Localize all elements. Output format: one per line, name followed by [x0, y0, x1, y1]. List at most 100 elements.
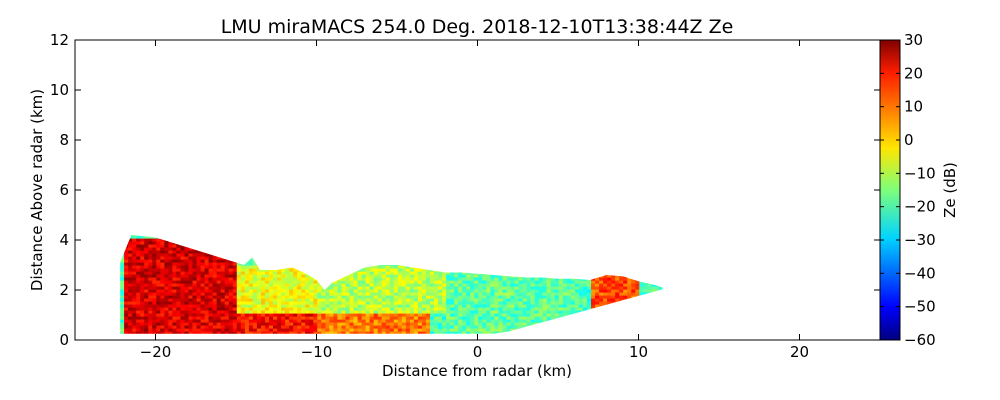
echo-cell [297, 295, 302, 299]
echo-cell [623, 292, 628, 296]
echo-cell [405, 313, 411, 317]
echo-cell [160, 319, 165, 323]
echo-cell [426, 313, 431, 317]
echo-cell [353, 316, 359, 320]
echo-cell [256, 271, 262, 275]
echo-cell [341, 304, 347, 308]
echo-cell [273, 325, 278, 329]
echo-cell [570, 283, 576, 287]
echo-cell [522, 325, 528, 329]
echo-cell [430, 280, 435, 284]
echo-cell [285, 307, 290, 311]
echo-cell [405, 322, 411, 326]
echo-cell [522, 301, 528, 305]
echo-cell [240, 274, 246, 278]
echo-cell [405, 274, 411, 278]
echo-cell [417, 304, 423, 308]
echo-cell [160, 289, 165, 293]
echo-cell [534, 301, 540, 305]
echo-cell [313, 319, 318, 323]
echo-cell [554, 295, 560, 299]
echo-cell [220, 265, 226, 269]
echo-cell [599, 292, 604, 296]
echo-cell [148, 244, 153, 248]
echo-cell [248, 295, 254, 299]
echo-cell [430, 313, 435, 317]
echo-cell [353, 325, 359, 329]
echo-cell [546, 295, 552, 299]
echo-cell [514, 295, 520, 299]
echo-cell [164, 286, 169, 290]
echo-cell [599, 298, 604, 302]
echo-cell [615, 280, 620, 284]
echo-cell [550, 307, 556, 311]
echo-cell [438, 271, 443, 275]
echo-cell [369, 265, 375, 269]
echo-cell [409, 295, 415, 299]
echo-cell [180, 274, 186, 278]
echo-cell [361, 307, 367, 311]
echo-cell [168, 301, 173, 305]
echo-cell [546, 316, 552, 320]
echo-cell [256, 268, 262, 272]
echo-cell [397, 280, 403, 284]
echo-cell [566, 283, 572, 287]
echo-cell [498, 283, 503, 287]
echo-cell [252, 262, 258, 266]
echo-cell [430, 289, 435, 293]
echo-cell [603, 283, 608, 287]
echo-cell [265, 310, 270, 314]
echo-cell [417, 268, 423, 272]
echo-cell [132, 304, 137, 308]
echo-cell [192, 286, 198, 290]
echo-cell [385, 307, 391, 311]
echo-cell [176, 325, 181, 329]
echo-cell [156, 256, 161, 260]
echo-cell [164, 298, 169, 302]
echo-cell [313, 310, 318, 314]
echo-cell [413, 322, 419, 326]
echo-cell [140, 322, 145, 326]
echo-cell [240, 268, 246, 272]
echo-cell [132, 241, 137, 245]
echo-cell [369, 319, 375, 323]
echo-cell [583, 283, 588, 287]
echo-cell [124, 289, 129, 293]
echo-cell [389, 310, 395, 314]
echo-cell [232, 271, 238, 275]
echo-cell [301, 313, 306, 317]
echo-cell [603, 277, 608, 281]
echo-cell [393, 295, 399, 299]
echo-cell [454, 289, 459, 293]
echo-cell [160, 238, 165, 242]
echo-cell [281, 307, 286, 311]
echo-cell [578, 307, 584, 311]
echo-cell [373, 310, 379, 314]
echo-cell [232, 265, 238, 269]
echo-cell [458, 331, 463, 334]
echo-cell [301, 316, 306, 320]
echo-cell [232, 307, 238, 311]
echo-cell [160, 310, 165, 314]
echo-cell [373, 301, 379, 305]
echo-cell [192, 277, 198, 281]
echo-cell [434, 319, 439, 323]
echo-cell [128, 310, 133, 314]
echo-cell [156, 265, 161, 269]
echo-cell [623, 295, 628, 299]
echo-cell [353, 310, 359, 314]
echo-cell [269, 277, 274, 281]
echo-cell [401, 307, 407, 311]
echo-cell [546, 310, 552, 314]
echo-cell [357, 280, 363, 284]
echo-cell [482, 283, 487, 287]
echo-cell [156, 286, 161, 290]
echo-cell [442, 322, 447, 326]
echo-cell [329, 286, 334, 290]
echo-cell [148, 277, 153, 281]
echo-cell [248, 325, 254, 329]
echo-cell [136, 238, 141, 242]
echo-cell [305, 319, 310, 323]
echo-cell [470, 316, 475, 320]
echo-cell [216, 304, 222, 308]
